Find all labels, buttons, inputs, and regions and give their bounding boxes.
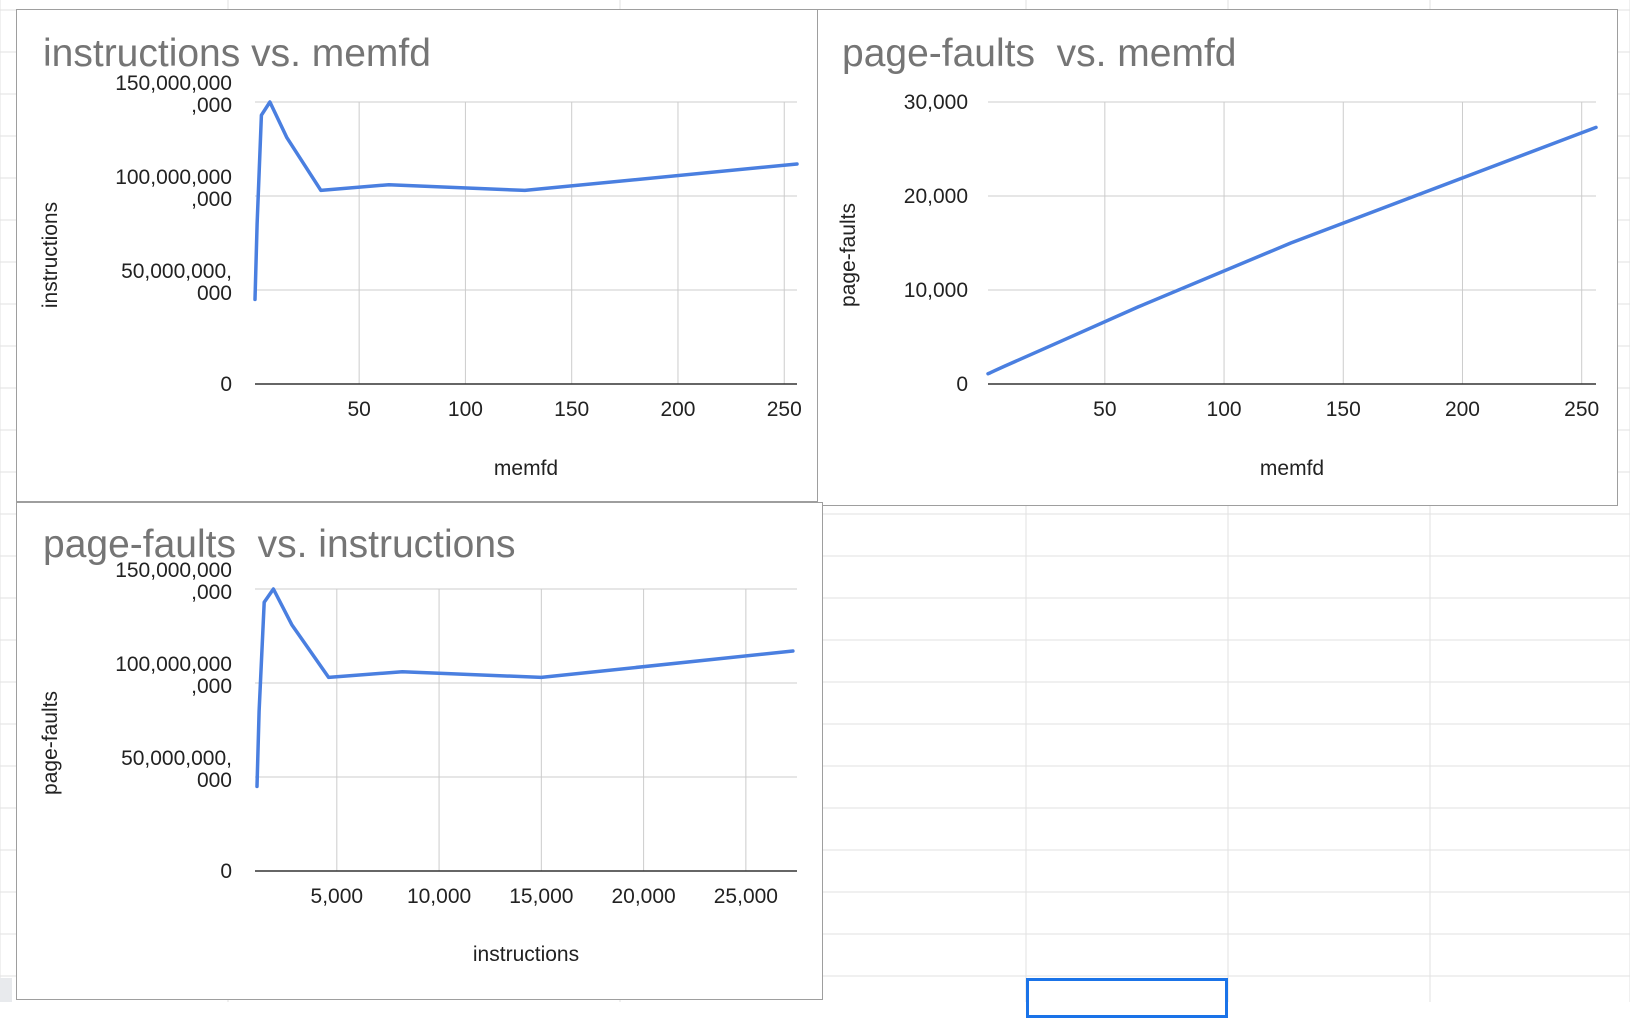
series-line: [253, 100, 799, 302]
y-tick-label: 0: [220, 373, 232, 396]
x-tick-label: 50: [347, 398, 370, 421]
chart-page-faults-vs-memfd[interactable]: page-faults vs. memfd 0 10,000 20,000 30,00…: [817, 9, 1618, 506]
chart-title: page-faults vs. instructions: [43, 523, 516, 566]
y-tick-label: 30,000: [904, 91, 968, 114]
chart-title: page-faults vs. memfd: [842, 32, 1237, 75]
x-axis-title: memfd: [494, 457, 558, 480]
x-tick-label: 150: [1326, 398, 1361, 421]
x-tick-label: 50: [1093, 398, 1116, 421]
y-tick-label: ,000: [191, 581, 232, 604]
series-line: [255, 587, 795, 789]
x-tick-label: 100: [448, 398, 483, 421]
y-tick-label: ,000: [191, 94, 232, 117]
x-tick-label: 10,000: [407, 885, 471, 908]
y-tick-label: ,000: [191, 675, 232, 698]
x-tick-label: 250: [767, 398, 802, 421]
y-tick-label: 0: [956, 373, 968, 396]
y-axis-title: page-faults: [837, 203, 860, 307]
y-axis-title: instructions: [39, 202, 62, 308]
x-tick-label: 5,000: [311, 885, 364, 908]
y-tick-label: 50,000,000,: [121, 260, 232, 283]
y-tick-label: ,000: [191, 188, 232, 211]
x-tick-label: 25,000: [714, 885, 778, 908]
x-tick-label: 20,000: [611, 885, 675, 908]
y-tick-label: 10,000: [904, 279, 968, 302]
chart-title: instructions vs. memfd: [43, 32, 431, 75]
row-header-marker: [0, 978, 12, 1002]
y-tick-label: 20,000: [904, 185, 968, 208]
y-tick-label: 150,000,000: [115, 559, 232, 582]
y-tick-label: 0: [220, 860, 232, 883]
x-axis-title: memfd: [1260, 457, 1324, 480]
series-line: [986, 125, 1598, 376]
x-axis-title: instructions: [473, 943, 579, 966]
selected-cell[interactable]: [1026, 978, 1228, 1018]
y-tick-label: 000: [197, 769, 232, 792]
y-tick-label: 100,000,000: [115, 166, 232, 189]
y-tick-label: 50,000,000,: [121, 747, 232, 770]
chart-instructions-vs-memfd[interactable]: instructions vs. memfd 0 50,000,000, 000 10…: [16, 9, 819, 502]
x-tick-label: 200: [660, 398, 695, 421]
chart-plot: 0 10,000 20,000 30,000 50 100 150 200 250 memfd pa…: [837, 91, 1599, 480]
x-tick-label: 200: [1445, 398, 1480, 421]
y-tick-label: 000: [197, 282, 232, 305]
x-tick-label: 15,000: [509, 885, 573, 908]
y-tick-label: 100,000,000: [115, 653, 232, 676]
x-tick-label: 250: [1564, 398, 1599, 421]
x-tick-label: 100: [1207, 398, 1242, 421]
y-tick-label: 150,000,000: [115, 72, 232, 95]
chart-plot: 050,000,000,000100,000,000,000150,000,00…: [39, 72, 802, 480]
chart-page-faults-vs-instructions[interactable]: page-faults vs. instructions 0 50,000,000…: [16, 502, 823, 1000]
chart-plot: 050,000,000,000100,000,000,000150,000,00…: [39, 559, 797, 966]
y-axis-title: page-faults: [39, 691, 62, 795]
x-tick-label: 150: [554, 398, 589, 421]
